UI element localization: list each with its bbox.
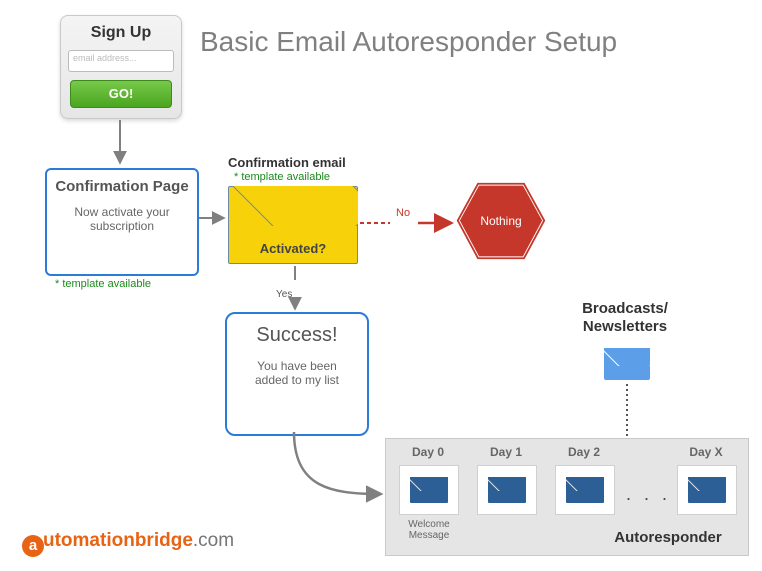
arrow-confirm-to-email	[199, 210, 229, 226]
day-header-0: Day 0	[398, 445, 458, 459]
day-card-0	[399, 465, 459, 515]
confirmation-page-sub: Now activate your subscription	[47, 205, 197, 233]
success-title: Success!	[227, 324, 367, 347]
arrow-signup-to-confirm	[112, 120, 128, 168]
diagram-canvas: Basic Email Autoresponder Setup Sign Up …	[0, 0, 762, 571]
nothing-label: Nothing	[455, 181, 547, 261]
day-card-1	[477, 465, 537, 515]
logo-suffix: .com	[193, 530, 234, 551]
welcome-message-label: Welcome Message	[394, 519, 464, 541]
email-field[interactable]: email address...	[68, 50, 174, 72]
day-card-x	[677, 465, 737, 515]
signup-widget: Sign Up email address... GO!	[60, 15, 182, 119]
envelope-icon	[410, 477, 448, 503]
logo-text-bold: bridge	[135, 530, 193, 551]
autoresponder-label: Autoresponder	[588, 529, 748, 546]
success-sub: You have been added to my list	[227, 359, 367, 387]
day-header-x: Day X	[676, 445, 736, 459]
arrow-email-to-nothing	[360, 216, 456, 230]
ellipsis: . . .	[626, 484, 671, 505]
confirmation-email-label: Confirmation email	[228, 155, 346, 170]
nothing-node: Nothing	[455, 181, 547, 261]
confirmation-page-title: Confirmation Page	[47, 178, 197, 195]
envelope-icon	[488, 477, 526, 503]
brand-logo: automationbridge.com	[22, 530, 234, 557]
broadcast-envelope-icon	[604, 348, 650, 380]
envelope-icon	[566, 477, 604, 503]
envelope-icon	[688, 477, 726, 503]
arrow-email-to-success	[288, 266, 302, 312]
day-header-1: Day 1	[476, 445, 536, 459]
broadcasts-label: Broadcasts/ Newsletters	[555, 300, 695, 336]
arrow-success-to-autoresponder	[284, 418, 394, 508]
confirmation-email-icon: Activated?	[228, 186, 358, 264]
activated-question: Activated?	[228, 241, 358, 256]
autoresponder-panel: Day 0 Day 1 Day 2 Day X . . . Welcome Me…	[385, 438, 749, 556]
go-button[interactable]: GO!	[70, 80, 172, 108]
confirmation-page-box: Confirmation Page Now activate your subs…	[45, 168, 199, 276]
logo-text-orange: utomation	[43, 530, 135, 551]
template-note-2: * template available	[234, 171, 330, 183]
logo-badge: a	[22, 535, 44, 557]
day-header-2: Day 2	[554, 445, 614, 459]
day-card-2	[555, 465, 615, 515]
page-title: Basic Email Autoresponder Setup	[200, 26, 617, 58]
signup-header: Sign Up	[61, 24, 181, 42]
template-note-1: * template available	[55, 278, 151, 290]
